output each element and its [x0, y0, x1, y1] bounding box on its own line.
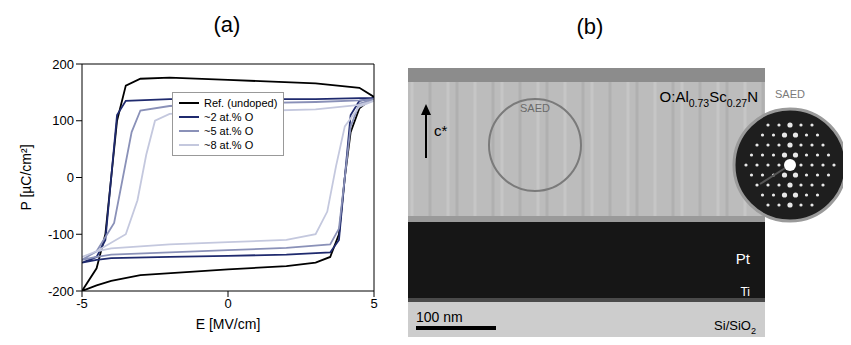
html-text:(a): (a) — [213, 12, 241, 37]
svg-text:Ti: Ti — [740, 285, 750, 299]
svg-text:0: 0 — [224, 296, 231, 311]
html-text:~8 at.% O: ~8 at.% O — [204, 139, 254, 151]
svg-text:E [MV/cm]: E [MV/cm] — [196, 316, 261, 332]
svg-text:100 nm: 100 nm — [416, 309, 463, 325]
svg-text:Pt: Pt — [736, 250, 751, 267]
svg-text:-5: -5 — [76, 296, 88, 311]
svg-text:5: 5 — [370, 296, 377, 311]
svg-text:-100: -100 — [48, 227, 74, 242]
svg-text:Si/SiO2: Si/SiO2 — [714, 318, 756, 336]
svg-text:P [µC/cm²]: P [µC/cm²] — [18, 144, 34, 210]
svg-text:(b): (b) — [577, 14, 604, 39]
html-text:Ref. (undoped): Ref. (undoped) — [204, 97, 278, 109]
svg-text:100: 100 — [52, 113, 74, 128]
svg-text:200: 200 — [52, 57, 74, 72]
html-text:~5 at.% O: ~5 at.% O — [204, 125, 254, 137]
svg-text:c*: c* — [434, 122, 448, 139]
svg-text:0: 0 — [67, 170, 74, 185]
svg-text:O:Al0.73Sc0.27N: O:Al0.73Sc0.27N — [660, 88, 758, 109]
svg-text:-200: -200 — [48, 284, 74, 299]
html-text:~2 at.% O: ~2 at.% O — [204, 111, 254, 123]
svg-text:SAED: SAED — [520, 102, 550, 114]
svg-text:SAED: SAED — [775, 88, 805, 100]
